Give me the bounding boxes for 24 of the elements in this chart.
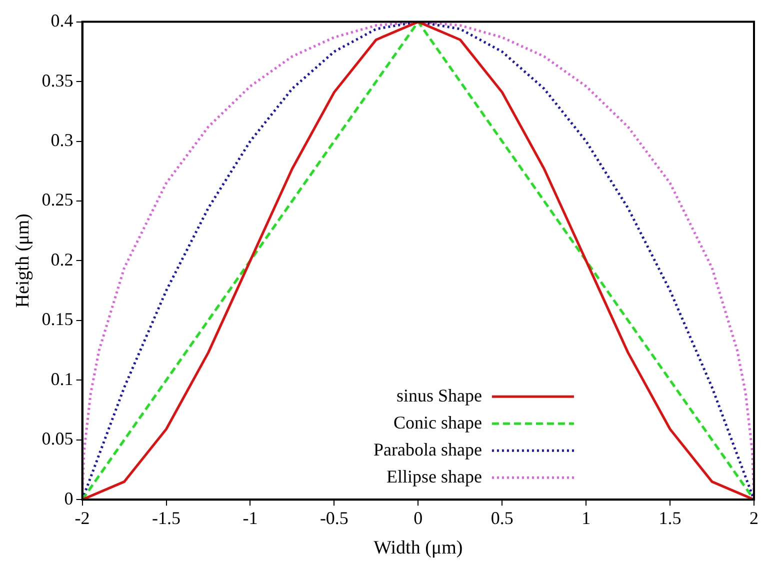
y-tick-label: 0.1 — [50, 368, 74, 389]
y-tick-label: 0 — [64, 488, 74, 508]
x-tick-label: 0.5 — [490, 508, 514, 528]
y-tick-label: 0.25 — [42, 190, 74, 210]
x-tick-label: 1.5 — [658, 508, 682, 528]
x-tick-label: -0.5 — [320, 508, 348, 528]
legend-label: Conic shape — [393, 412, 482, 432]
x-tick-label: 1 — [582, 508, 591, 528]
y-tick-label: 0.3 — [50, 130, 74, 150]
x-tick-label: -2 — [74, 508, 90, 528]
y-tick-label: 0.4 — [50, 10, 74, 31]
y-tick-label: 0.15 — [42, 309, 74, 330]
y-tick-label: 0.2 — [50, 249, 74, 270]
x-tick-label: -1.5 — [152, 508, 181, 528]
x-tick-label: 2 — [750, 508, 758, 528]
y-tick-label: 0.05 — [42, 428, 74, 449]
legend-label: Ellipse shape — [386, 466, 482, 486]
legend-label: Parabola shape — [373, 439, 482, 460]
y-axis-title: Heigth (μm) — [12, 214, 34, 308]
legend-label: sinus Shape — [396, 385, 482, 406]
x-axis-title: Width (μm) — [374, 538, 463, 559]
y-tick-label: 0.35 — [42, 70, 74, 90]
x-tick-label: 0 — [414, 508, 423, 528]
x-tick-label: -1 — [242, 508, 258, 528]
